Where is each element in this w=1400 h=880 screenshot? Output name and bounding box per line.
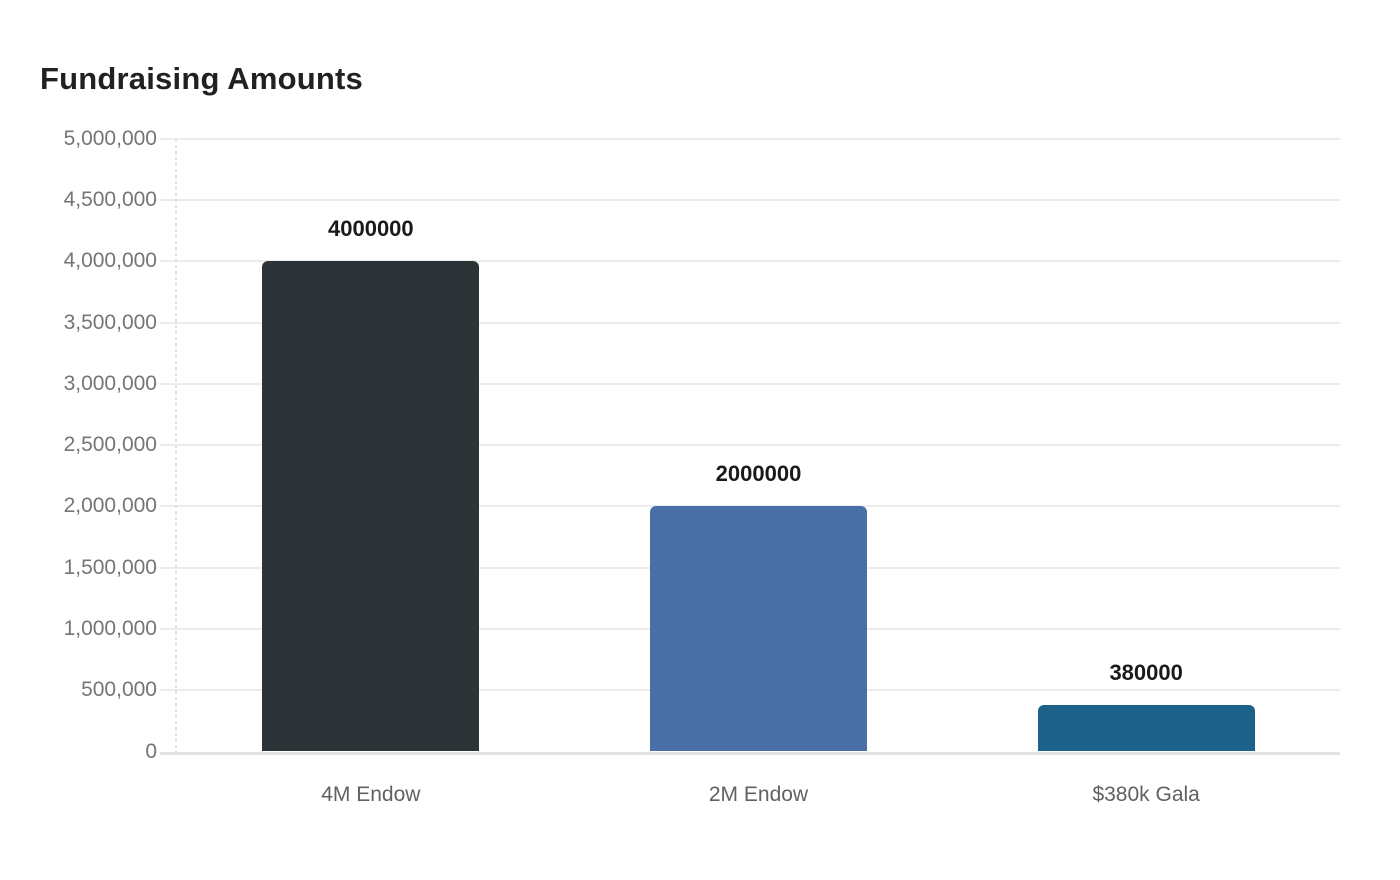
x-axis-category-label: 4M Endow: [321, 783, 421, 806]
y-axis-tick-label: 5,000,000: [63, 126, 157, 150]
y-axis-tick-label: 2,500,000: [63, 433, 157, 457]
gridline: [160, 321, 1340, 324]
y-axis-tick-label: 1,500,000: [63, 555, 157, 579]
y-axis-tick-label: 0: [145, 739, 157, 763]
bar-value-label: 380000: [1109, 659, 1183, 685]
y-axis-tick-label: 4,500,000: [63, 188, 157, 212]
bar-value-label: 4000000: [328, 216, 414, 242]
bar-2m-endow: [650, 506, 867, 752]
gridline: [160, 260, 1340, 263]
x-axis-category-label: 2M Endow: [708, 783, 809, 806]
y-axis-tick-label: 2,000,000: [63, 494, 157, 518]
x-axis-category-label: $380k Gala: [1092, 783, 1200, 806]
y-axis-line: [175, 138, 177, 758]
chart-title: Fundraising Amounts: [40, 61, 363, 96]
y-axis-tick-label: 500,000: [81, 678, 157, 702]
gridline: [160, 137, 1340, 140]
y-axis-tick-label: 1,000,000: [63, 616, 157, 640]
bar-380k-gala: [1037, 704, 1255, 752]
bar-4m-endow: [262, 261, 480, 752]
y-axis-tick-label: 4,000,000: [63, 249, 157, 273]
y-axis-tick-label: 3,000,000: [63, 371, 157, 395]
y-axis-tick-label: 3,500,000: [63, 310, 157, 334]
x-axis-baseline: [160, 751, 1340, 755]
gridline: [160, 444, 1340, 447]
bar-value-label: 2000000: [715, 461, 802, 487]
gridline: [160, 199, 1340, 202]
gridline: [160, 382, 1340, 385]
